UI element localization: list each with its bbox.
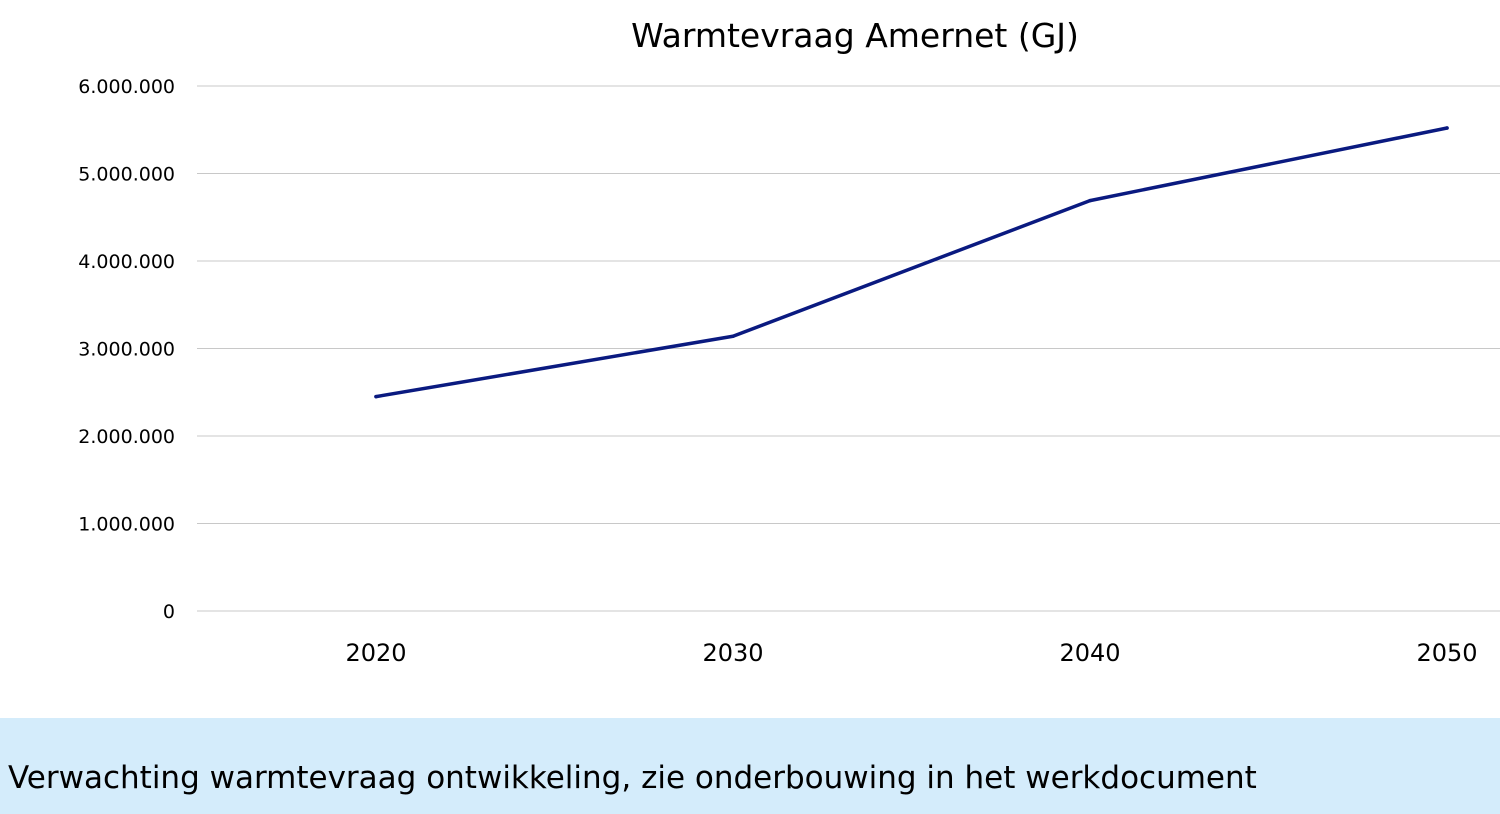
series-line	[374, 126, 1449, 399]
x-tick-label: 2050	[1416, 639, 1477, 667]
y-tick-label: 2.000.000	[78, 426, 175, 448]
gridlines	[197, 85, 1500, 612]
data-point	[731, 334, 735, 338]
x-tick-label: 2020	[345, 639, 406, 667]
data-point	[1445, 126, 1449, 130]
y-tick-label: 6.000.000	[78, 76, 175, 98]
chart-area: Warmtevraag Amernet (GJ) 0 1.000.000 2.000…	[78, 16, 1500, 667]
y-tick-label: 3.000.000	[78, 339, 175, 361]
chart-title: Warmtevraag Amernet (GJ)	[631, 16, 1079, 55]
y-tick-label: 0	[163, 601, 175, 623]
caption-text: Verwachting warmtevraag ontwikkeling, zi…	[8, 760, 1257, 796]
caption-bar: Verwachting warmtevraag ontwikkeling, zi…	[0, 718, 1500, 814]
x-axis-tick-labels: 2020 2030 2040 2050	[345, 639, 1477, 667]
series-layer	[374, 126, 1449, 399]
y-axis-tick-labels: 0 1.000.000 2.000.000 3.000.000 4.000.000 5.0…	[78, 76, 175, 623]
data-point	[374, 394, 378, 399]
x-tick-label: 2030	[702, 639, 763, 667]
data-point	[1088, 198, 1092, 203]
line-chart: Warmtevraag Amernet (GJ) 0 1.000.000 2.000…	[78, 16, 1500, 667]
y-tick-label: 4.000.000	[78, 251, 175, 273]
y-tick-label: 5.000.000	[78, 164, 175, 186]
y-tick-label: 1.000.000	[78, 514, 175, 536]
x-tick-label: 2040	[1059, 639, 1120, 667]
